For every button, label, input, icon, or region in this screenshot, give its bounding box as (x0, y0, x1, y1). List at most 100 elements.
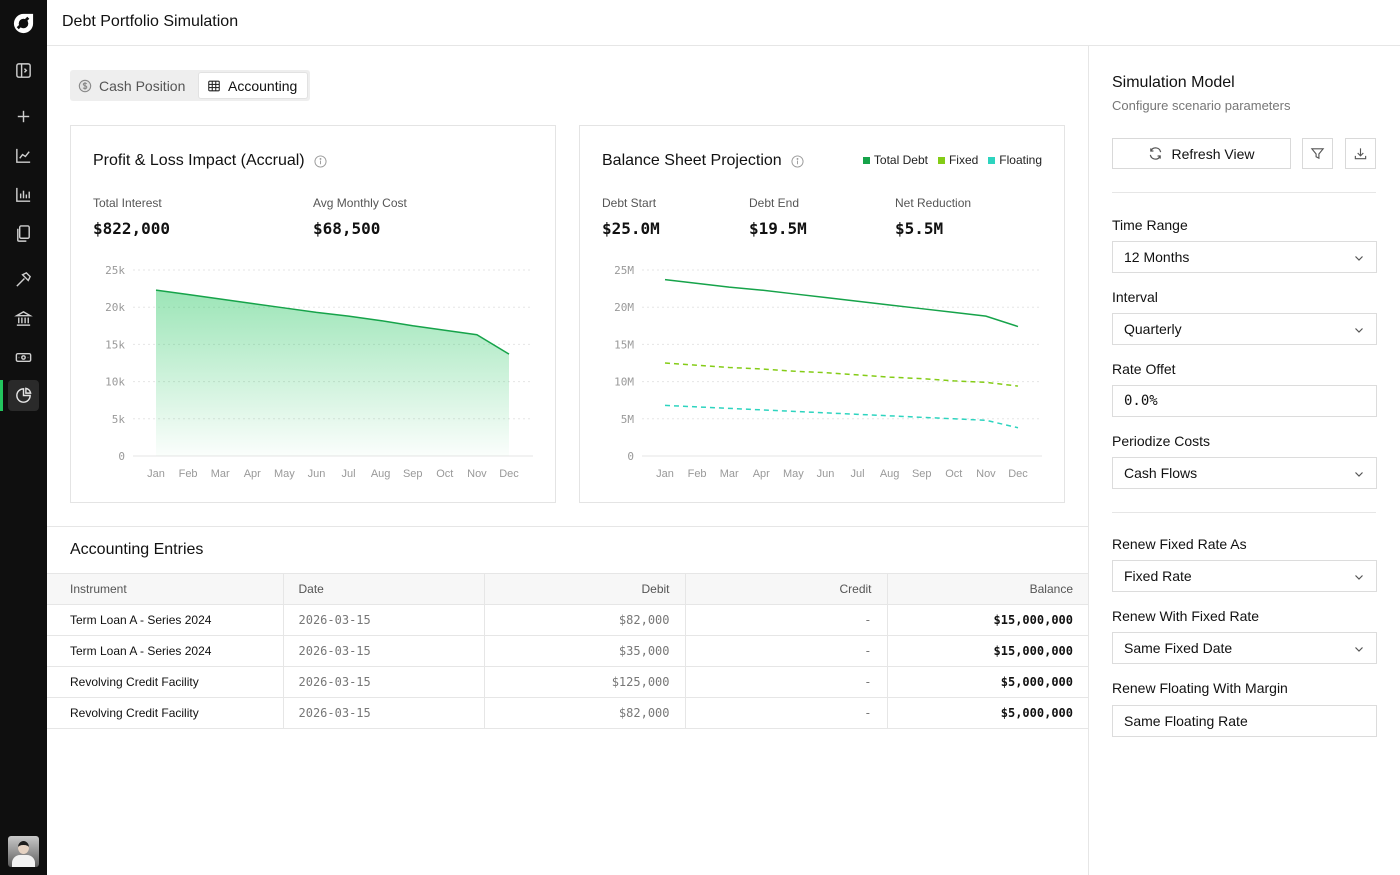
field-label-renew-with-fixed-rate: Renew With Fixed Rate (1112, 608, 1260, 624)
x-tick-label: Mar (211, 468, 230, 480)
y-tick-label: 10M (614, 376, 634, 389)
documents-icon[interactable] (14, 224, 33, 243)
input-value: Same Floating Rate (1124, 713, 1248, 729)
time-range-select[interactable]: 12 Months (1112, 241, 1377, 273)
legend-item-total-debt[interactable]: Total Debt (862, 153, 928, 167)
table-header-row: Instrument Date Debit Credit Balance (47, 573, 1088, 605)
cell-date: 2026-03-15 (282, 666, 484, 698)
pl-area-chart: 0 5k 10k 15k 20k 25k Jan Feb Mar Apr May Jun Jul Aug S… (105, 264, 533, 480)
field-label-periodize-costs: Periodize Costs (1112, 433, 1211, 449)
filter-button[interactable] (1302, 138, 1333, 169)
card-title-text: Balance Sheet Projection (602, 152, 782, 169)
table-row[interactable]: Revolving Credit Facility 2026-03-15 $12… (47, 666, 1088, 698)
legend-label: Fixed (948, 153, 979, 167)
stat-value: $25.0M (602, 219, 660, 238)
x-tick-label: Jan (147, 468, 165, 480)
view-tabs: Cash Position Accounting (70, 70, 310, 101)
legend-item-fixed[interactable]: Fixed (937, 153, 979, 167)
y-tick-label: 25k (105, 264, 125, 277)
series-line-total-debt (664, 278, 1019, 328)
info-icon[interactable] (314, 154, 327, 168)
x-tick-label: Aug (880, 468, 900, 480)
line-chart-icon[interactable] (14, 146, 33, 165)
x-tick-label: Jan (656, 468, 674, 480)
stat-label: Total Interest (93, 196, 162, 210)
table-row[interactable]: Term Loan A - Series 2024 2026-03-15 $35… (47, 635, 1088, 667)
bar-chart-icon[interactable] (14, 185, 33, 204)
tab-accounting[interactable]: Accounting (199, 73, 307, 98)
table-row[interactable]: Revolving Credit Facility 2026-03-15 $82… (47, 697, 1088, 729)
stat-value: $19.5M (749, 219, 807, 238)
legend-label: Total Debt (873, 153, 928, 167)
x-tick-label: Oct (436, 468, 453, 480)
panel-title: Simulation Model (1112, 74, 1235, 91)
tab-label: Cash Position (99, 77, 186, 94)
x-tick-label: Mar (720, 468, 739, 480)
y-tick-label: 10k (105, 376, 125, 389)
x-tick-label: Dec (499, 468, 519, 480)
chevron-down-icon (1355, 328, 1363, 333)
cell-instrument: Revolving Credit Facility (47, 697, 283, 729)
select-value: Quarterly (1124, 321, 1182, 337)
cell-credit: - (684, 635, 887, 667)
download-button[interactable] (1345, 138, 1376, 169)
stat-value: $5.5M (895, 219, 944, 238)
cell-balance: $5,000,000 (886, 697, 1088, 729)
cell-debit: $125,000 (483, 666, 685, 698)
renew-with-fixed-rate-select[interactable]: Same Fixed Date (1112, 632, 1377, 664)
input-value: 0.0% (1124, 393, 1158, 409)
select-value: 12 Months (1124, 249, 1190, 265)
table-row[interactable]: Term Loan A - Series 2024 2026-03-15 $82… (47, 604, 1088, 636)
refresh-view-button[interactable]: Refresh View (1112, 138, 1291, 169)
refresh-view-label: Refresh View (1171, 145, 1255, 162)
bank-icon[interactable] (14, 309, 33, 328)
card-title: Balance Sheet Projection (602, 152, 804, 170)
x-tick-label: Jun (308, 468, 326, 480)
y-tick-label: 5k (112, 413, 126, 426)
column-header-instrument[interactable]: Instrument (47, 573, 283, 605)
top-bar: Debt Portfolio Simulation (47, 0, 1400, 46)
series-line-fixed (664, 362, 1019, 387)
card-title: Profit & Loss Impact (Accrual) (93, 152, 327, 170)
rate-offset-input[interactable]: 0.0% (1112, 385, 1377, 417)
cell-credit: - (684, 604, 887, 636)
x-tick-label: May (274, 468, 295, 480)
select-value: Same Fixed Date (1124, 640, 1233, 656)
sidebar-toggle-icon[interactable] (14, 61, 33, 80)
column-header-credit[interactable]: Credit (684, 573, 887, 605)
select-value: Cash Flows (1124, 465, 1198, 481)
filter-icon (1310, 148, 1325, 160)
chevron-down-icon (1355, 256, 1363, 261)
x-tick-label: Aug (371, 468, 391, 480)
stat-label: Net Reduction (895, 196, 972, 210)
plus-icon[interactable] (14, 107, 33, 126)
x-tick-label: Apr (244, 468, 261, 480)
field-label-renew-floating-with-margin: Renew Floating With Margin (1112, 680, 1288, 696)
banknote-icon[interactable] (14, 348, 33, 367)
column-header-date[interactable]: Date (282, 573, 484, 605)
app-logo-icon[interactable] (12, 12, 35, 35)
tab-label: Accounting (228, 77, 298, 94)
avatar[interactable] (8, 836, 39, 867)
tab-cash-position[interactable]: Cash Position (78, 73, 185, 98)
y-tick-label: 15M (614, 338, 634, 351)
cell-balance: $15,000,000 (886, 604, 1088, 636)
legend-item-floating[interactable]: Floating (988, 153, 1042, 167)
entries-title: Accounting Entries (70, 541, 204, 558)
info-icon[interactable] (791, 154, 804, 168)
column-header-balance[interactable]: Balance (886, 573, 1088, 605)
renew-floating-with-margin-input[interactable]: Same Floating Rate (1112, 705, 1377, 737)
renew-fixed-rate-as-select[interactable]: Fixed Rate (1112, 560, 1377, 592)
legend-label: Floating (999, 153, 1042, 167)
periodize-costs-select[interactable]: Cash Flows (1112, 457, 1377, 489)
x-tick-label: Sep (912, 468, 932, 480)
pie-chart-icon[interactable] (14, 386, 33, 405)
x-tick-label: Apr (753, 468, 770, 480)
table-grid-icon (208, 80, 220, 91)
hammer-icon[interactable] (14, 270, 33, 289)
field-label-interval: Interval (1112, 289, 1158, 305)
interval-select[interactable]: Quarterly (1112, 313, 1377, 345)
field-label-renew-fixed-rate-as: Renew Fixed Rate As (1112, 536, 1247, 552)
column-header-debit[interactable]: Debit (483, 573, 685, 605)
panel-separator (1112, 192, 1376, 193)
